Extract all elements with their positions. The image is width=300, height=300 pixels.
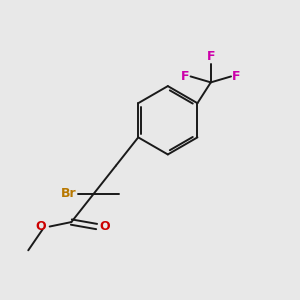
Text: O: O [99,220,110,233]
Text: O: O [35,220,46,233]
Text: F: F [181,70,189,83]
Text: F: F [232,70,241,83]
Text: F: F [207,50,215,63]
Text: Br: Br [61,187,77,200]
